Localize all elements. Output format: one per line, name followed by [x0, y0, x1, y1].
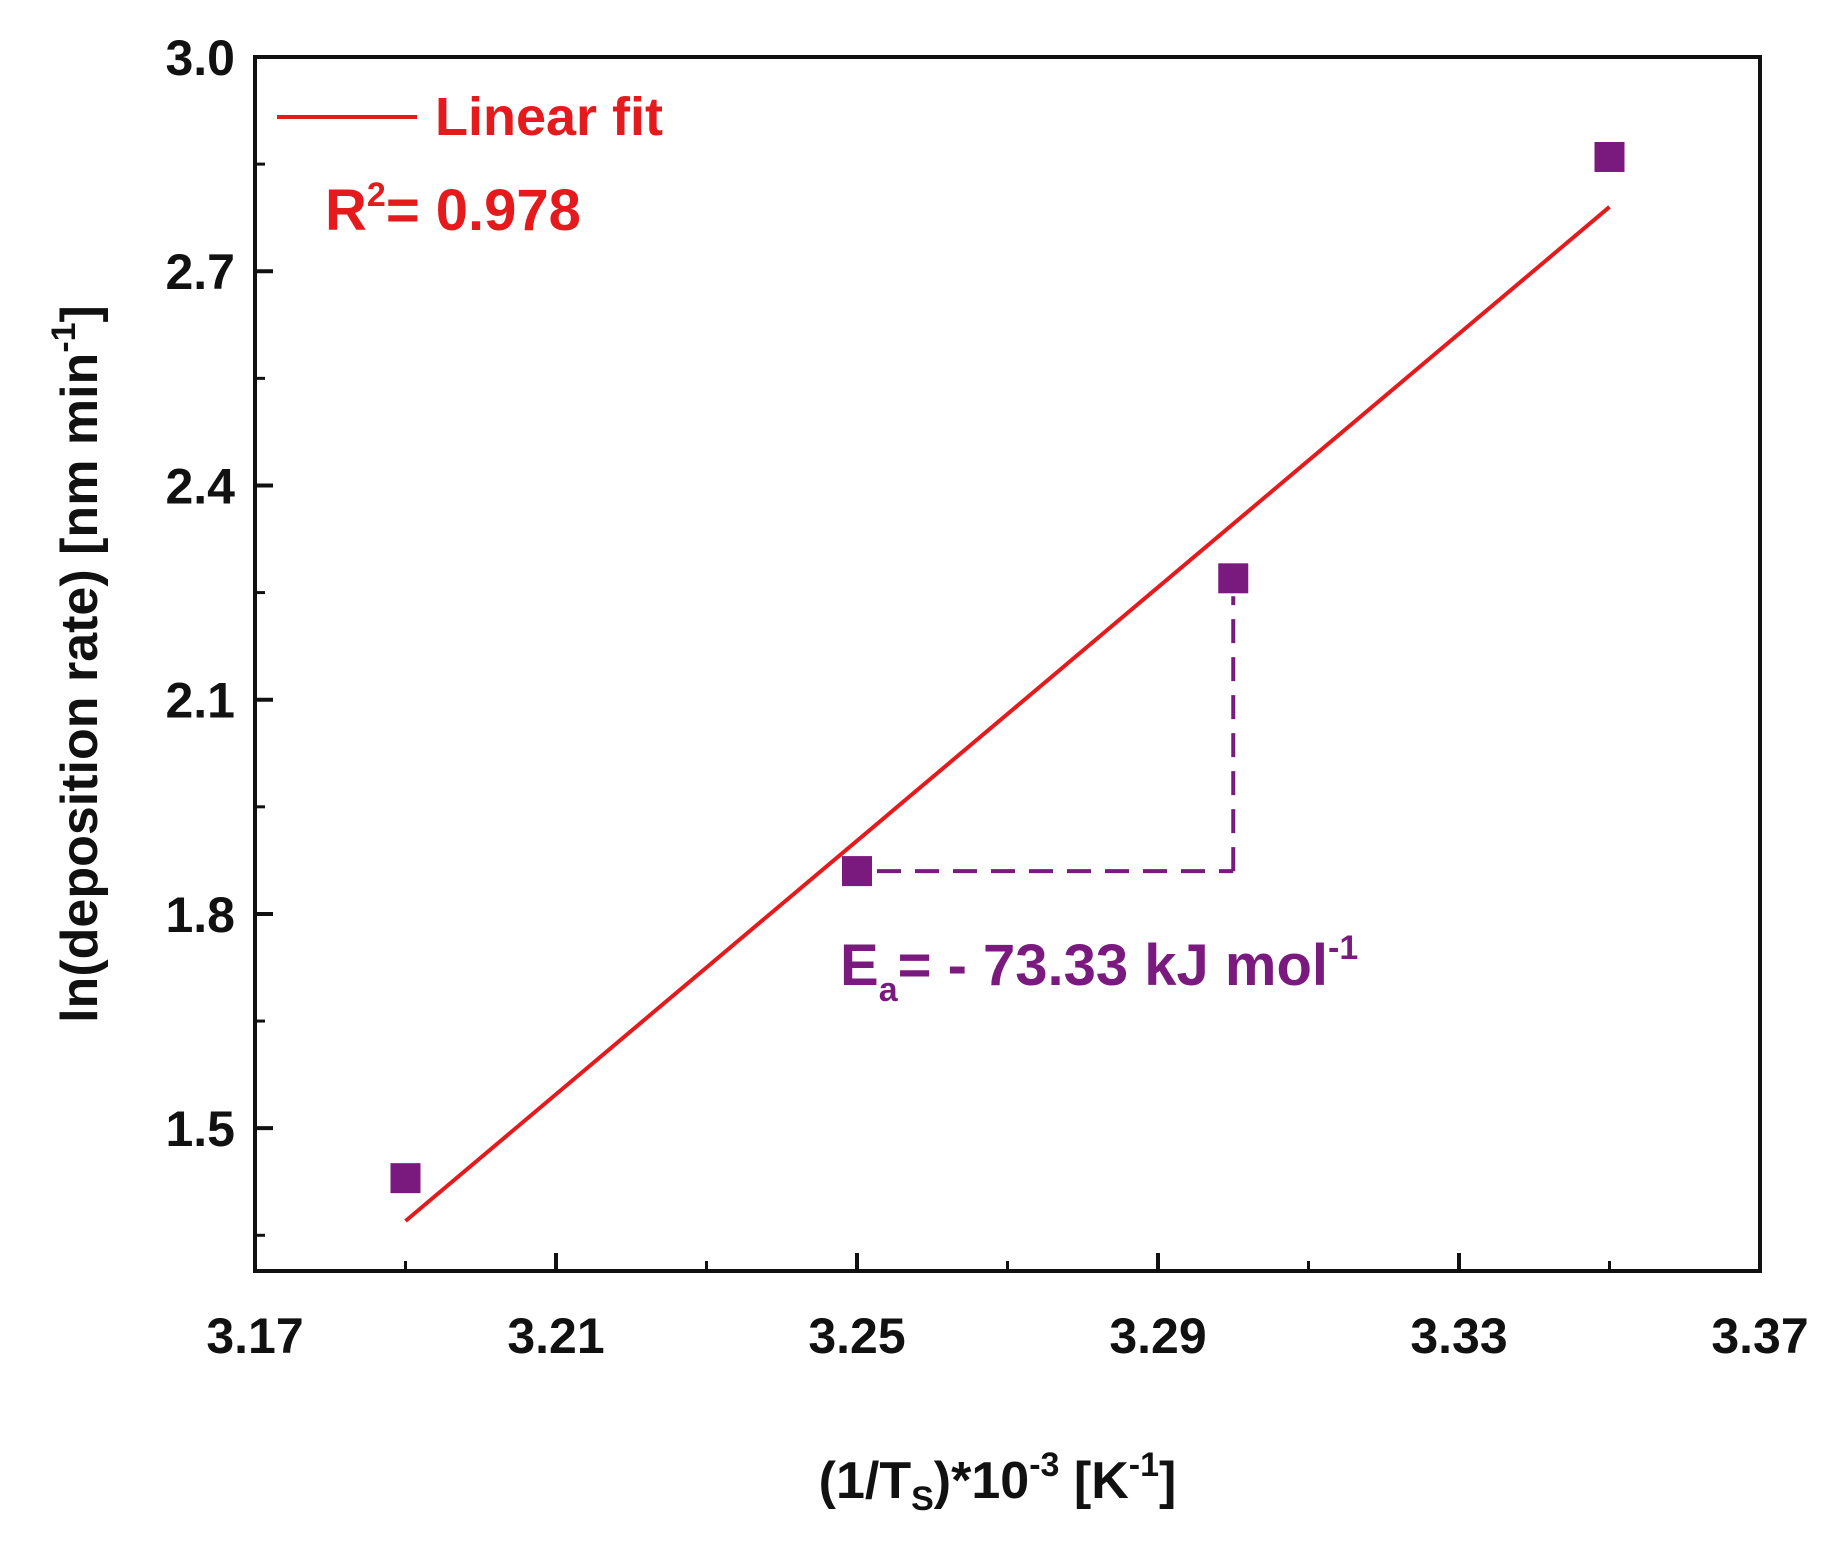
linear-fit-line — [404, 205, 1611, 1223]
axis-ticks — [253, 55, 1762, 1271]
y-tick-label: 2.7 — [165, 244, 235, 300]
legend-label: Linear fit — [435, 87, 663, 147]
tick-labels: 3.17 3.21 3.25 3.29 3.33 3.37 1.5 1.8 2.1 2.4 2.7 3… — [165, 30, 1808, 1364]
y-tick-label: 3.0 — [165, 30, 235, 86]
x-tick-label: 3.21 — [507, 1308, 604, 1364]
x-tick-label: 3.37 — [1711, 1308, 1808, 1364]
y-tick-label: 1.8 — [165, 887, 235, 943]
y-tick-label: 2.4 — [165, 458, 235, 514]
x-tick-label: 3.25 — [808, 1308, 905, 1364]
data-point — [1218, 563, 1249, 594]
y-axis-label: ln(deposition rate) [nm min-1] — [45, 305, 109, 1023]
r-squared-annotation: R2= 0.978 — [325, 176, 581, 243]
x-tick-label: 3.33 — [1410, 1308, 1507, 1364]
activation-energy-annotation: Ea= - 73.33 kJ mol-1 — [840, 929, 1358, 1009]
x-axis-label: (1/TS)*10-3 [K-1] — [819, 1446, 1177, 1518]
data-point — [1594, 141, 1625, 172]
x-tick-label: 3.29 — [1109, 1308, 1206, 1364]
data-point — [390, 1163, 421, 1194]
plot-area — [390, 141, 1625, 1223]
y-tick-label: 2.1 — [165, 673, 235, 729]
data-point — [842, 856, 872, 887]
legend: Linear fit — [277, 87, 663, 147]
x-tick-label: 3.17 — [206, 1308, 303, 1364]
y-tick-label: 1.5 — [165, 1101, 235, 1157]
